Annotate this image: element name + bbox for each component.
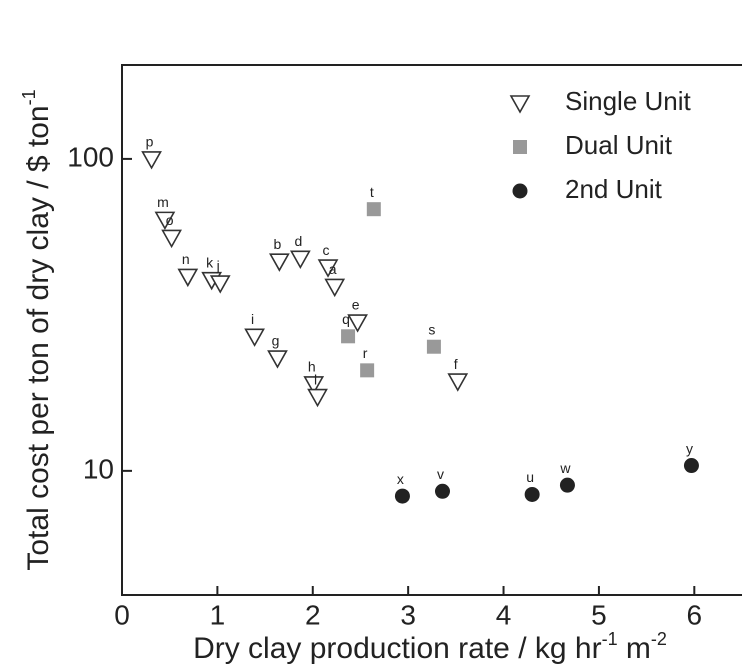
y-tick-label: 10 [83, 453, 114, 484]
point-label: o [166, 212, 174, 228]
point-label: a [329, 261, 337, 277]
point [683, 458, 699, 474]
point [447, 373, 469, 392]
label-part: Total cost per ton of dry clay / $ ton [22, 105, 55, 570]
legend-label: 2nd Unit [565, 174, 663, 204]
point-label: k [206, 254, 214, 270]
y-axis-label: Total cost per ton of dry clay / $ ton-1 [19, 89, 55, 570]
point [141, 151, 162, 170]
point [161, 229, 182, 249]
label-part: m [618, 632, 651, 665]
point [347, 314, 368, 333]
point-label: t [370, 184, 374, 200]
label-part: -1 [602, 629, 618, 649]
point-label: j [216, 258, 220, 274]
point-label: c [323, 242, 330, 258]
point [366, 202, 381, 217]
point-label: y [686, 440, 693, 456]
point [394, 488, 410, 504]
point [360, 363, 375, 378]
point-label: b [273, 236, 281, 252]
x-tick-label: 1 [210, 599, 226, 630]
point-label: p [146, 134, 154, 150]
label-part: -2 [651, 629, 667, 649]
point-label: w [559, 460, 571, 476]
legend-label: Dual Unit [565, 130, 673, 160]
point-label: h [308, 359, 316, 375]
axis-frame [121, 64, 742, 596]
point [524, 486, 540, 502]
point-label: q [342, 311, 350, 327]
point [559, 477, 575, 493]
legend-marker [509, 95, 531, 114]
y-tick-label: 100 [67, 141, 114, 172]
point [434, 483, 450, 499]
x-axis-label: Dry clay production rate / kg hr-1 m-2 [193, 629, 667, 665]
point [341, 329, 356, 344]
point [269, 253, 290, 272]
x-tick-label: 4 [496, 599, 512, 630]
x-tick-label: 3 [400, 599, 416, 630]
point [324, 278, 346, 298]
point [154, 211, 176, 231]
point-label: n [182, 251, 190, 267]
point-label: e [352, 297, 360, 313]
legend-label: Single Unit [565, 86, 692, 116]
legend-marker [513, 140, 527, 154]
x-tick-label: 5 [591, 599, 607, 630]
label-part: -1 [19, 89, 39, 105]
point [177, 268, 199, 288]
point-label: r [363, 345, 368, 361]
legend-marker [512, 183, 528, 199]
point-label: u [526, 469, 534, 485]
point-label: v [437, 466, 444, 482]
point-label: f [454, 356, 458, 372]
point [290, 250, 311, 269]
point-label: g [272, 333, 280, 349]
point-label: s [428, 321, 435, 337]
point [317, 259, 339, 278]
point-label: l [314, 371, 317, 387]
point [426, 339, 441, 354]
x-tick-label: 2 [305, 599, 321, 630]
point [209, 275, 231, 294]
point-label: d [294, 233, 302, 249]
point-label: i [251, 311, 254, 327]
x-tick-label: 6 [687, 599, 703, 630]
point [267, 350, 288, 369]
x-tick-label: 0 [114, 599, 130, 630]
point-label: m [157, 194, 169, 210]
point [303, 376, 325, 395]
point [307, 388, 328, 408]
point [244, 328, 265, 347]
point-label: x [397, 471, 404, 487]
label-part: Dry clay production rate / kg hr [193, 632, 602, 665]
